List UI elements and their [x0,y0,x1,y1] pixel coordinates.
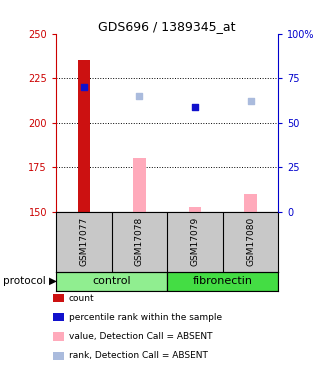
Title: GDS696 / 1389345_at: GDS696 / 1389345_at [99,20,236,33]
Text: protocol ▶: protocol ▶ [3,276,57,286]
Text: control: control [92,276,131,286]
Bar [78,60,90,212]
Bar [56,272,167,291]
Point [248,99,253,105]
Bar [244,194,257,212]
Text: rank, Detection Call = ABSENT: rank, Detection Call = ABSENT [69,351,208,360]
Text: fibronectin: fibronectin [193,276,253,286]
Bar [167,272,278,291]
Text: GSM17080: GSM17080 [246,217,255,267]
Text: count: count [69,294,94,303]
Point [137,93,142,99]
Text: GSM17079: GSM17079 [190,217,199,267]
Bar [189,207,201,212]
Text: value, Detection Call = ABSENT: value, Detection Call = ABSENT [69,332,212,341]
Bar [189,207,201,212]
Text: GSM17078: GSM17078 [135,217,144,267]
Bar [133,158,146,212]
Point [192,104,197,110]
Text: GSM17077: GSM17077 [79,217,88,267]
Text: percentile rank within the sample: percentile rank within the sample [69,313,222,322]
Point [81,84,86,90]
